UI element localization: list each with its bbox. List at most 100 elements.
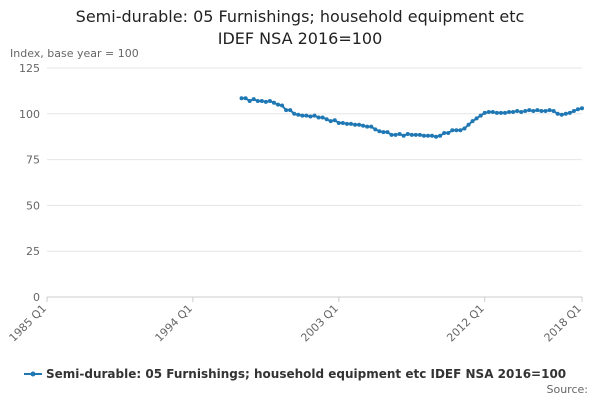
data-point: [397, 131, 402, 136]
data-point: [365, 124, 370, 129]
data-point: [348, 121, 353, 126]
chart-title: IDEF NSA 2016=100: [218, 29, 383, 48]
data-point: [312, 113, 317, 118]
y-tick-label: 125: [19, 62, 40, 75]
data-point: [357, 122, 362, 127]
data-point: [580, 106, 584, 111]
data-point: [547, 108, 552, 113]
data-point: [280, 103, 285, 108]
data-point: [458, 128, 463, 133]
data-point: [571, 109, 576, 114]
data-point: [494, 110, 499, 115]
data-point: [515, 109, 520, 114]
data-point: [409, 132, 414, 137]
data-point: [296, 112, 301, 117]
data-point: [377, 129, 382, 134]
data-point: [263, 99, 268, 104]
data-point: [482, 110, 487, 115]
x-tick-label: 1985 Q1: [7, 302, 50, 345]
data-point: [284, 108, 289, 113]
data-point: [575, 107, 580, 112]
data-point: [478, 113, 483, 118]
data-point: [389, 132, 394, 137]
legend-marker: [30, 371, 36, 377]
data-point: [430, 133, 435, 138]
data-point: [502, 110, 507, 115]
data-point: [543, 109, 548, 114]
y-tick-label: 50: [26, 199, 40, 212]
y-tick-label: 75: [26, 154, 40, 167]
data-point: [523, 109, 528, 114]
data-point: [442, 131, 447, 136]
data-point: [276, 102, 281, 107]
data-point: [490, 109, 495, 114]
data-point: [239, 96, 244, 101]
data-point: [336, 120, 341, 125]
data-point: [498, 110, 503, 115]
x-tick-label: 1994 Q1: [152, 302, 195, 345]
y-tick-label: 25: [26, 245, 40, 258]
data-point: [381, 130, 386, 135]
data-point: [316, 115, 321, 120]
series-line: [241, 97, 583, 138]
data-point: [373, 127, 378, 132]
data-point: [559, 112, 564, 117]
data-point: [531, 109, 536, 114]
x-tick-label: 2012 Q1: [444, 302, 487, 345]
data-point: [304, 113, 309, 118]
data-point: [462, 126, 467, 131]
data-point: [271, 100, 276, 105]
legend-label: Semi-durable: 05 Furnishings; household …: [46, 367, 566, 381]
data-point: [288, 108, 293, 113]
data-point: [535, 108, 540, 113]
x-tick-label: 2018 Q1: [542, 302, 585, 345]
data-point: [353, 122, 358, 127]
data-point: [344, 121, 349, 126]
data-point: [401, 133, 406, 138]
data-point: [340, 120, 345, 125]
data-point: [507, 109, 512, 114]
data-point: [320, 115, 325, 120]
x-tick-label: 2003 Q1: [298, 302, 341, 345]
data-point: [563, 111, 568, 116]
data-point: [450, 128, 455, 133]
data-point: [300, 113, 305, 118]
data-point: [555, 111, 560, 116]
y-tick-label: 100: [19, 108, 40, 121]
data-point: [527, 108, 532, 113]
data-point: [413, 132, 418, 137]
data-point: [361, 123, 366, 128]
data-point: [519, 109, 524, 114]
chart-title: Semi-durable: 05 Furnishings; household …: [76, 7, 525, 26]
data-point: [292, 111, 297, 116]
data-point: [425, 133, 430, 138]
data-point: [328, 119, 333, 124]
data-point: [324, 117, 329, 122]
y-tick-label: 0: [33, 291, 40, 304]
data-point: [470, 119, 475, 124]
source: Source:: [547, 383, 589, 396]
data-point: [434, 134, 439, 139]
data-point: [251, 97, 256, 102]
data-point: [539, 109, 544, 114]
data-point: [267, 98, 272, 103]
data-point: [385, 130, 390, 135]
data-point: [438, 133, 443, 138]
data-point: [474, 116, 479, 121]
data-point: [551, 109, 556, 114]
data-point: [511, 109, 516, 114]
data-point: [393, 132, 398, 137]
data-point: [255, 98, 260, 103]
y-axis-label: Index, base year = 100: [10, 47, 139, 60]
data-point: [243, 96, 248, 101]
data-point: [259, 98, 264, 103]
data-point: [405, 131, 410, 136]
data-point: [466, 122, 471, 127]
data-point: [332, 118, 337, 123]
data-point: [486, 109, 491, 114]
data-point: [567, 110, 572, 115]
data-point: [417, 132, 422, 137]
data-point: [308, 114, 313, 119]
data-point: [454, 128, 459, 133]
